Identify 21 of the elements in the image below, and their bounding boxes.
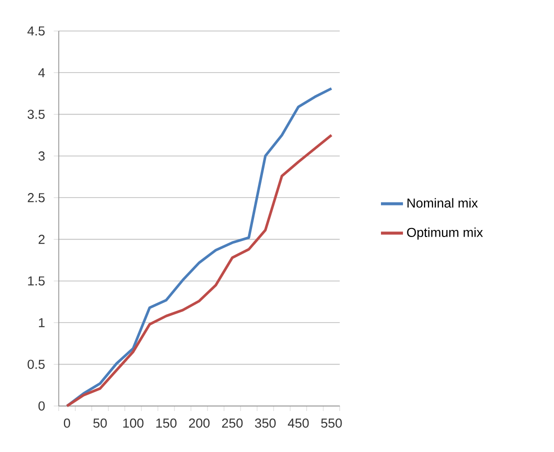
y-tick-label: 0.5 xyxy=(28,360,45,369)
x-tick-label: 50 xyxy=(93,418,107,428)
y-tick-label: 4.5 xyxy=(27,26,45,36)
y-tick-label: 3 xyxy=(38,151,45,161)
y-tick-label: 1 xyxy=(38,318,45,328)
legend-label: Nominal mix xyxy=(408,198,478,208)
y-tick-label: 3.5 xyxy=(28,110,45,119)
x-tick-label: 550 xyxy=(321,418,342,428)
x-tick-label: 200 xyxy=(189,418,210,428)
y-tick-label: 0 xyxy=(38,401,45,411)
x-tick-label: 0 xyxy=(64,418,70,428)
x-tick-label: 350 xyxy=(255,418,276,428)
y-tick-label: 2 xyxy=(38,234,45,244)
x-tick-label: 150 xyxy=(156,418,177,428)
y-tick-label: 2.5 xyxy=(28,193,45,202)
y-tick-label: 4 xyxy=(38,68,45,78)
x-tick-label: 100 xyxy=(123,418,144,428)
x-tick-label: 450 xyxy=(288,418,309,428)
x-tick-label: 250 xyxy=(222,418,243,428)
legend-label: Optimum mix xyxy=(407,227,483,240)
y-tick-label: 1.5 xyxy=(28,276,45,286)
